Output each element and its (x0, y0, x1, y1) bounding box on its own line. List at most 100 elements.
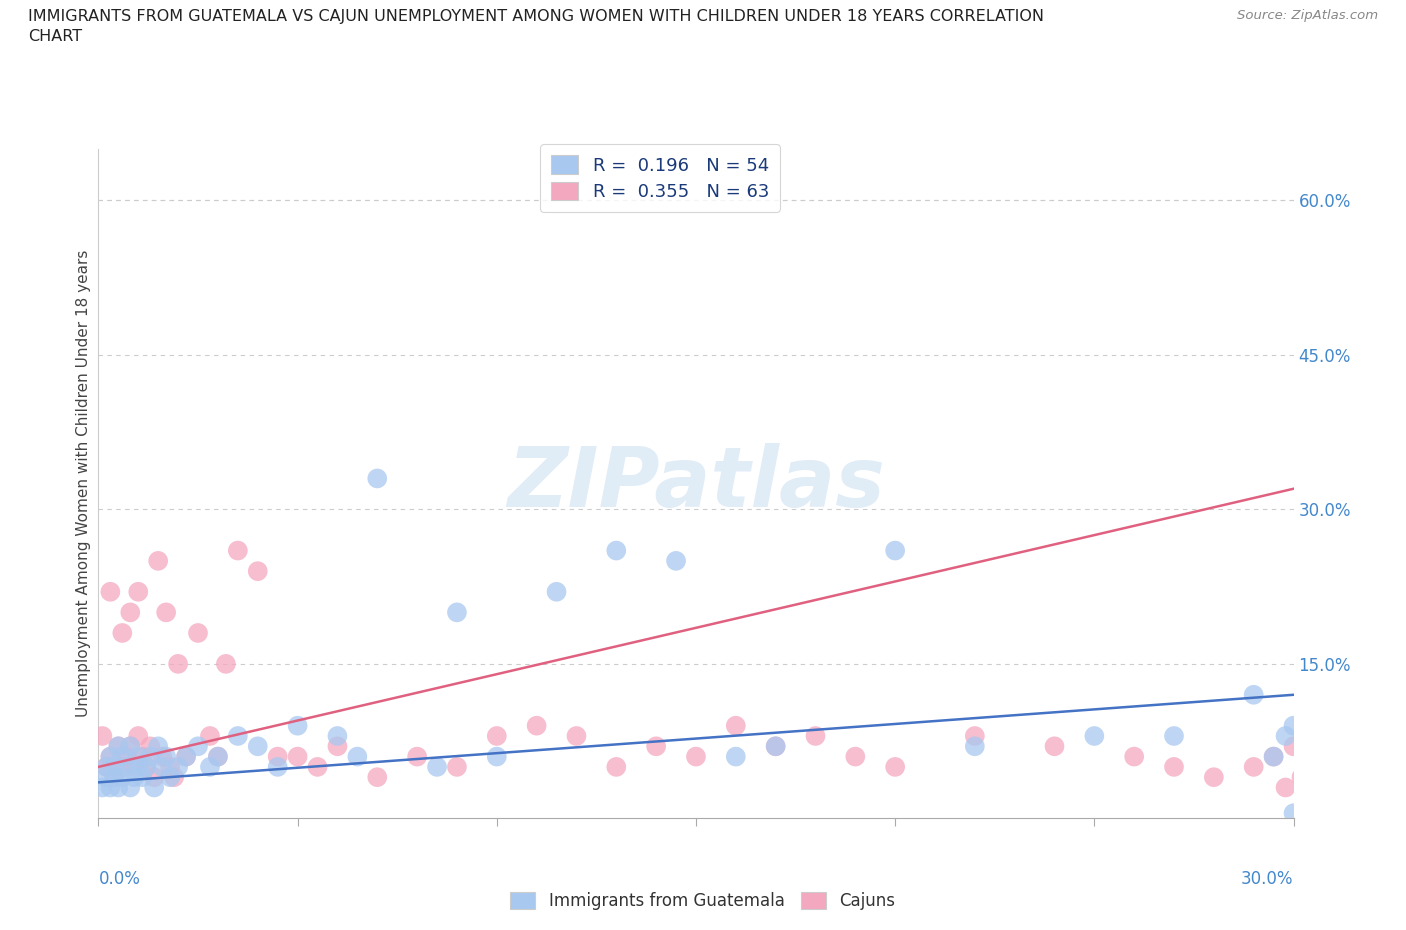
Point (187, 738, 209, 753)
Point (1163, 728, 1185, 743)
Point (98, 750, 122, 764)
Point (267, 760, 290, 775)
Point (605, 543, 627, 558)
Point (150, 750, 173, 764)
Point (526, 718, 548, 733)
Text: 0.0%: 0.0% (98, 870, 141, 887)
Point (485, 750, 508, 764)
Point (215, 657, 238, 671)
Point (167, 657, 190, 671)
Point (307, 760, 329, 775)
Point (485, 728, 508, 743)
Point (1282, 718, 1305, 733)
Point (1282, 805, 1305, 820)
Point (1243, 687, 1265, 702)
Point (103, 760, 125, 775)
Point (1322, 760, 1344, 775)
Text: Source: ZipAtlas.com: Source: ZipAtlas.com (1237, 9, 1378, 22)
Point (135, 760, 157, 775)
Point (111, 626, 134, 641)
Point (605, 760, 627, 775)
Point (107, 738, 129, 753)
Point (120, 738, 142, 753)
Point (724, 718, 747, 733)
Legend: Immigrants from Guatemala, Cajuns: Immigrants from Guatemala, Cajuns (503, 885, 903, 917)
Point (884, 543, 907, 558)
Point (174, 750, 197, 764)
Point (1083, 728, 1105, 743)
Point (565, 728, 588, 743)
Point (1123, 750, 1146, 764)
Point (111, 750, 134, 764)
Point (115, 750, 138, 764)
Point (1263, 750, 1285, 764)
Point (91, 780, 114, 795)
Point (103, 770, 125, 785)
Point (1274, 728, 1296, 743)
Point (198, 760, 221, 775)
Point (120, 604, 142, 619)
Point (98, 584, 122, 599)
Point (724, 750, 747, 764)
Point (155, 604, 177, 619)
Point (963, 728, 986, 743)
Point (120, 738, 142, 753)
Point (155, 750, 177, 764)
Point (174, 750, 197, 764)
Point (139, 738, 162, 753)
Point (765, 738, 787, 753)
Point (1043, 738, 1066, 753)
Point (187, 626, 209, 641)
Point (111, 770, 134, 785)
Point (844, 750, 866, 764)
Point (127, 584, 149, 599)
Point (103, 770, 125, 785)
Point (1202, 770, 1225, 785)
Point (148, 553, 170, 568)
Point (127, 760, 149, 775)
Point (645, 738, 668, 753)
Point (326, 738, 349, 753)
Point (124, 760, 146, 775)
Point (163, 770, 186, 785)
Point (1263, 750, 1285, 764)
Y-axis label: Unemployment Among Women with Children Under 18 years: Unemployment Among Women with Children U… (76, 250, 91, 717)
Text: ZIPatlas: ZIPatlas (508, 443, 884, 525)
Point (96, 760, 118, 775)
Point (346, 750, 368, 764)
Text: 30.0%: 30.0% (1241, 870, 1294, 887)
Point (546, 584, 568, 599)
Point (91, 728, 114, 743)
Point (226, 728, 249, 743)
Point (207, 750, 229, 764)
Point (98, 780, 122, 795)
Point (406, 750, 429, 764)
Point (143, 780, 166, 795)
Text: IMMIGRANTS FROM GUATEMALA VS CAJUN UNEMPLOYMENT AMONG WOMEN WITH CHILDREN UNDER : IMMIGRANTS FROM GUATEMALA VS CAJUN UNEMP… (28, 9, 1045, 44)
Point (1343, 728, 1365, 743)
Point (1274, 780, 1296, 795)
Point (111, 760, 134, 775)
Point (96, 770, 118, 785)
Point (1291, 770, 1313, 785)
Point (884, 760, 907, 775)
Point (426, 760, 449, 775)
Point (115, 760, 138, 775)
Point (366, 770, 388, 785)
Point (685, 750, 707, 764)
Point (98, 750, 122, 764)
Point (804, 728, 827, 743)
Point (246, 564, 269, 578)
Point (120, 780, 142, 795)
Point (1282, 738, 1305, 753)
Point (198, 728, 221, 743)
Point (1243, 760, 1265, 775)
Point (96, 760, 118, 775)
Point (131, 770, 153, 785)
Point (287, 750, 309, 764)
Point (326, 728, 349, 743)
Point (765, 738, 787, 753)
Point (287, 718, 309, 733)
Point (131, 750, 153, 764)
Point (1302, 760, 1324, 775)
